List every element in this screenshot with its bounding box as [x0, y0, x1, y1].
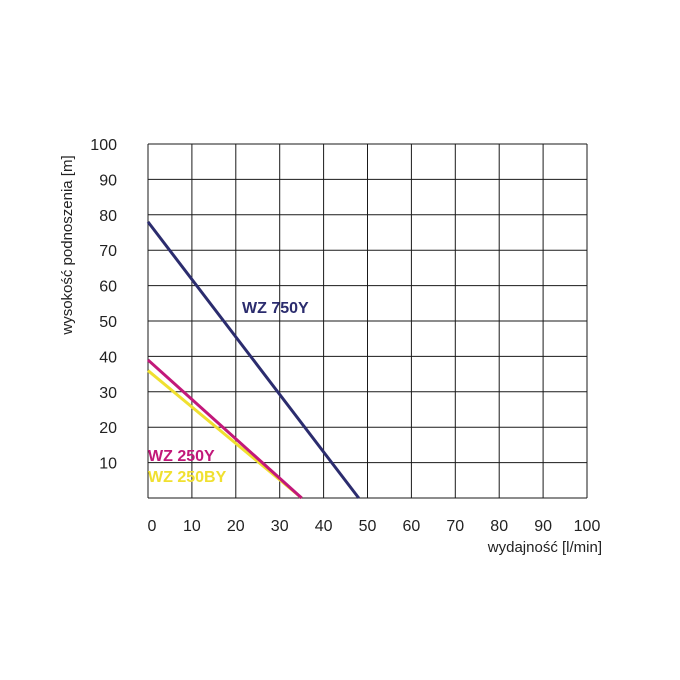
- x-tick-label: 60: [403, 518, 421, 535]
- y-tick-label: 80: [99, 208, 117, 225]
- grid: [147, 143, 588, 499]
- y-tick-label: 90: [99, 172, 117, 189]
- y-tick-label: 100: [90, 137, 117, 154]
- x-tick-label: 90: [534, 518, 552, 535]
- y-tick-label: 10: [99, 456, 117, 473]
- x-tick-label: 40: [315, 518, 333, 535]
- x-tick-label: 80: [490, 518, 508, 535]
- series-line: [146, 358, 303, 500]
- y-tick-label: 30: [99, 385, 117, 402]
- y-tick-label: 60: [99, 279, 117, 296]
- y-tick-label: 70: [99, 243, 117, 260]
- x-tick-label: 50: [359, 518, 377, 535]
- x-tick-label: 100: [574, 518, 601, 535]
- y-tick-label: 20: [99, 420, 117, 437]
- series-labels: WZ 750Y WZ 250Y WZ 250BY: [148, 300, 309, 486]
- x-tick-label: 70: [446, 518, 464, 535]
- series-label: WZ 250BY: [148, 469, 227, 486]
- y-axis-label: wysokość podnoszenia [m]: [59, 155, 76, 335]
- y-tick-label: 40: [99, 349, 117, 366]
- x-axis-label: wydajność [l/min]: [487, 539, 602, 556]
- series-label: WZ 250Y: [148, 448, 215, 465]
- x-tick-label: 30: [271, 518, 289, 535]
- x-tick-label: 20: [227, 518, 245, 535]
- y-axis-ticks: 10 20 30 40 50 60 70 80 90 100: [90, 137, 117, 473]
- x-tick-label: 0: [148, 518, 157, 535]
- series-line: [146, 220, 360, 499]
- series-lines: [146, 220, 360, 500]
- series-label: WZ 750Y: [242, 300, 309, 317]
- x-tick-label: 10: [183, 518, 201, 535]
- x-axis-ticks: 0 10 20 30 40 50 60 70 80 90 100: [148, 518, 601, 535]
- y-tick-label: 50: [99, 314, 117, 331]
